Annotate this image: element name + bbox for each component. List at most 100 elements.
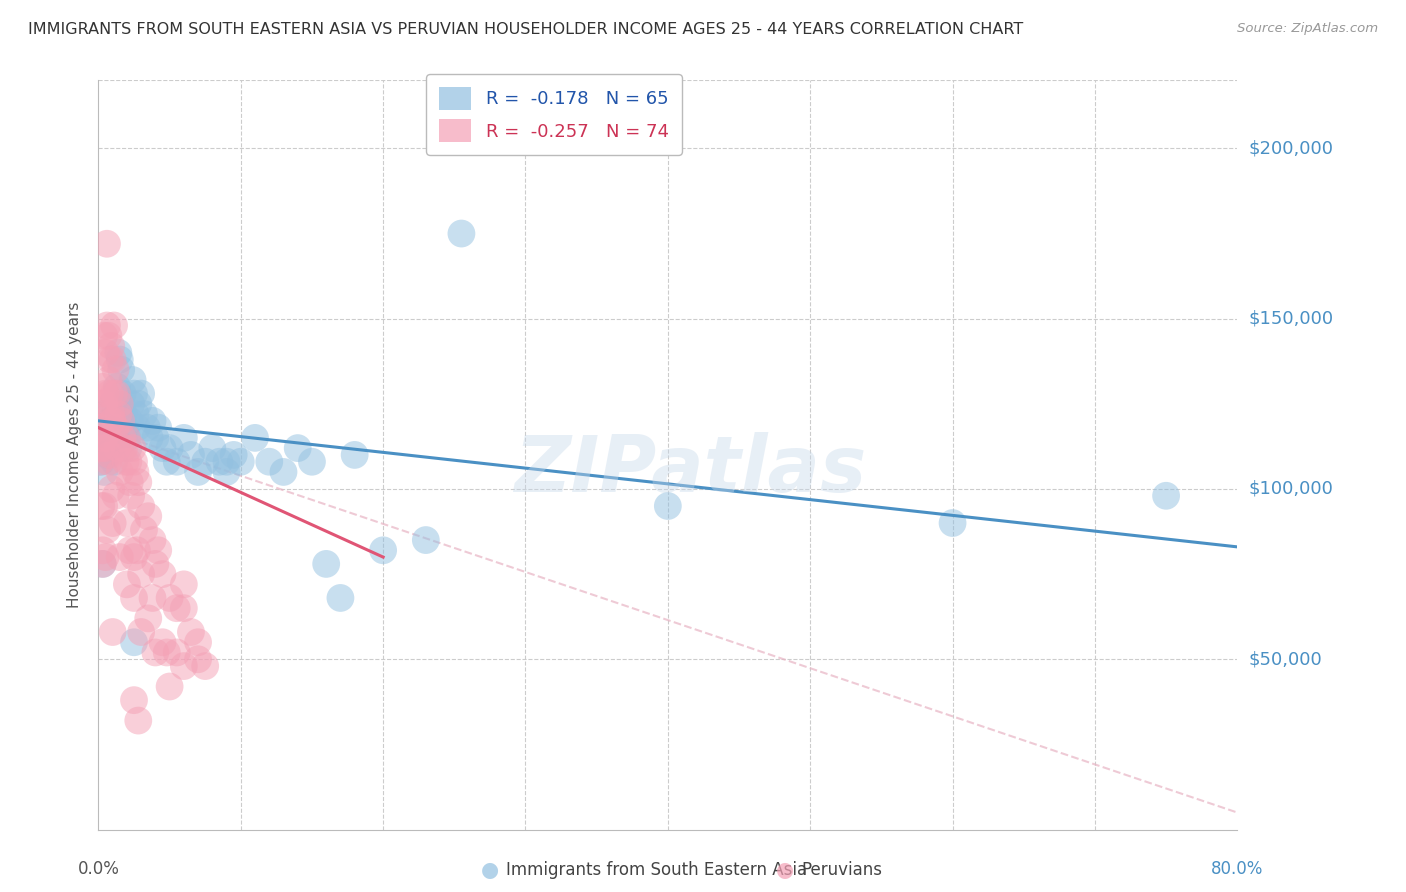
Point bbox=[942, 516, 965, 530]
Point bbox=[103, 455, 125, 469]
Point bbox=[138, 431, 160, 445]
Point bbox=[91, 557, 114, 571]
Point bbox=[103, 318, 125, 333]
Point bbox=[93, 431, 115, 445]
Y-axis label: Householder Income Ages 25 - 44 years: Householder Income Ages 25 - 44 years bbox=[67, 301, 83, 608]
Point bbox=[93, 465, 115, 479]
Point bbox=[114, 455, 136, 469]
Point bbox=[287, 441, 309, 455]
Point bbox=[156, 455, 179, 469]
Point bbox=[100, 441, 122, 455]
Point bbox=[329, 591, 352, 605]
Point bbox=[115, 577, 138, 591]
Point bbox=[96, 448, 118, 462]
Point bbox=[273, 465, 295, 479]
Point bbox=[166, 455, 188, 469]
Point bbox=[111, 431, 134, 445]
Text: $150,000: $150,000 bbox=[1249, 310, 1333, 327]
Point bbox=[110, 363, 132, 377]
Point bbox=[101, 516, 124, 530]
Point bbox=[173, 431, 195, 445]
Point bbox=[91, 380, 114, 394]
Point bbox=[108, 550, 131, 565]
Point bbox=[100, 339, 122, 353]
Point bbox=[122, 386, 145, 401]
Point bbox=[159, 680, 181, 694]
Point bbox=[90, 397, 112, 411]
Point bbox=[97, 455, 120, 469]
Point bbox=[124, 465, 146, 479]
Point bbox=[136, 509, 159, 524]
Point bbox=[166, 601, 188, 615]
Point bbox=[104, 420, 127, 434]
Point bbox=[135, 420, 157, 434]
Point bbox=[110, 414, 132, 428]
Point bbox=[124, 407, 146, 421]
Point bbox=[125, 543, 148, 558]
Point bbox=[111, 386, 134, 401]
Text: ZIPatlas: ZIPatlas bbox=[515, 432, 866, 508]
Text: ●: ● bbox=[776, 860, 794, 880]
Text: Peruvians: Peruvians bbox=[801, 861, 883, 879]
Point bbox=[105, 386, 128, 401]
Point bbox=[94, 441, 117, 455]
Point bbox=[93, 328, 115, 343]
Point bbox=[129, 499, 152, 513]
Point bbox=[100, 407, 122, 421]
Point bbox=[108, 397, 131, 411]
Point bbox=[657, 499, 679, 513]
Point bbox=[90, 499, 112, 513]
Point bbox=[94, 345, 117, 359]
Point bbox=[450, 227, 472, 241]
Point bbox=[145, 431, 167, 445]
Point bbox=[96, 407, 118, 421]
Point bbox=[125, 420, 148, 434]
Point bbox=[301, 455, 323, 469]
Point bbox=[98, 448, 121, 462]
Point bbox=[373, 543, 395, 558]
Point bbox=[112, 407, 135, 421]
Point bbox=[173, 659, 195, 673]
Point bbox=[100, 482, 122, 496]
Point bbox=[91, 407, 114, 421]
Point bbox=[148, 420, 170, 434]
Point bbox=[259, 455, 281, 469]
Point bbox=[118, 414, 141, 428]
Point bbox=[96, 236, 118, 251]
Point bbox=[107, 345, 129, 359]
Point bbox=[159, 441, 181, 455]
Point bbox=[187, 652, 209, 666]
Point bbox=[120, 397, 142, 411]
Point bbox=[108, 352, 131, 367]
Point bbox=[152, 441, 174, 455]
Point bbox=[118, 475, 141, 490]
Point bbox=[104, 489, 127, 503]
Point bbox=[120, 489, 142, 503]
Point bbox=[117, 455, 139, 469]
Point bbox=[96, 318, 118, 333]
Text: 0.0%: 0.0% bbox=[77, 860, 120, 878]
Point bbox=[141, 414, 163, 428]
Point bbox=[415, 533, 437, 547]
Text: ●: ● bbox=[481, 860, 499, 880]
Point bbox=[105, 441, 128, 455]
Point bbox=[90, 455, 112, 469]
Point bbox=[101, 352, 124, 367]
Point bbox=[173, 577, 195, 591]
Point bbox=[129, 386, 152, 401]
Point bbox=[91, 557, 114, 571]
Point bbox=[122, 550, 145, 565]
Point bbox=[98, 386, 121, 401]
Point bbox=[122, 591, 145, 605]
Point bbox=[98, 414, 121, 428]
Point bbox=[315, 557, 337, 571]
Point bbox=[94, 431, 117, 445]
Point bbox=[118, 543, 141, 558]
Text: IMMIGRANTS FROM SOUTH EASTERN ASIA VS PERUVIAN HOUSEHOLDER INCOME AGES 25 - 44 Y: IMMIGRANTS FROM SOUTH EASTERN ASIA VS PE… bbox=[28, 22, 1024, 37]
Point bbox=[166, 645, 188, 659]
Point bbox=[136, 611, 159, 625]
Point bbox=[127, 475, 149, 490]
Text: Source: ZipAtlas.com: Source: ZipAtlas.com bbox=[1237, 22, 1378, 36]
Point bbox=[91, 543, 114, 558]
Text: 80.0%: 80.0% bbox=[1211, 860, 1264, 878]
